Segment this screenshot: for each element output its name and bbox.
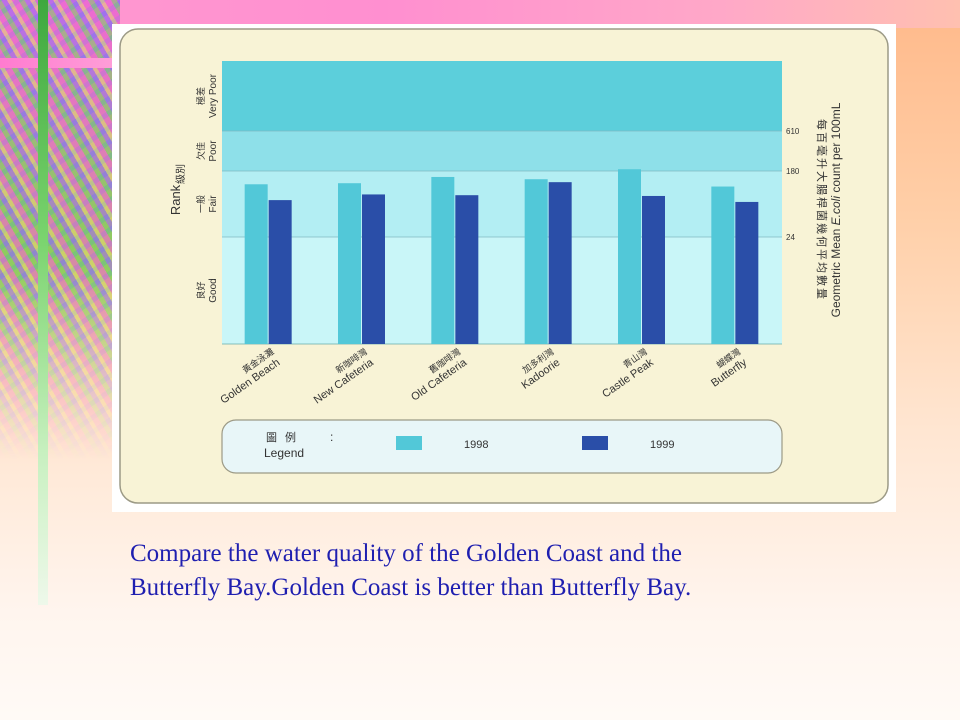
- bar-1998-1: [244, 184, 268, 344]
- bar-1998-6: [711, 186, 735, 344]
- right-axis-title-en: Geometric Mean E.coli count per 100mL: [829, 102, 843, 317]
- rank-band-4: [222, 237, 782, 344]
- right-tick-1: 610: [786, 127, 800, 136]
- bar-1998-4: [524, 179, 548, 344]
- right-tick-3: 24: [786, 233, 795, 242]
- legend-label-en: Legend: [264, 446, 304, 460]
- bar-1998-3: [431, 176, 455, 344]
- right-tick-2: 180: [786, 167, 800, 176]
- legend-swatch-1999: [582, 436, 608, 450]
- left-axis: 極差 Very Poor 欠佳 Poor 一般 Fair 良好 Good 級別 Rank: [168, 73, 219, 302]
- bar-1999-5: [642, 195, 665, 344]
- rank-band-labels: 極差 Very Poor 欠佳 Poor 一般 Fair 良好 Good: [195, 73, 219, 302]
- horizontal-decorative-bar: [0, 58, 120, 68]
- legend-text-1999: 1999: [650, 439, 674, 451]
- legend-box: [221, 419, 783, 474]
- rank-band-2: [222, 131, 782, 171]
- rank-label-cn-1: 極差: [195, 87, 207, 105]
- rank-band-3: [222, 171, 782, 237]
- rank-band-1: [222, 61, 782, 131]
- legend: 圖例 : Legend 1998 1999: [221, 419, 783, 474]
- rank-bands: [222, 61, 782, 345]
- slide-caption: Compare the water quality of the Golden …: [130, 537, 930, 605]
- legend-swatch-1998: [396, 436, 422, 450]
- right-axis-title-cn: 每百毫升大腸桿菌幾何平均數量: [815, 119, 829, 301]
- rank-label-en-3: Fair: [208, 195, 219, 213]
- right-axis: 610 180 24 每百毫升大腸桿菌幾何平均數量 Geometric Mean E…: [786, 102, 843, 317]
- chart-figure: 極差 Very Poor 欠佳 Poor 一般 Fair 良好 Good 級別 Rank 61…: [112, 24, 896, 512]
- rank-label-cn-4: 良好: [195, 281, 207, 299]
- legend-text-1998: 1998: [464, 439, 488, 451]
- left-decorative-pattern: [0, 0, 120, 460]
- rank-label-cn-2: 欠佳: [195, 142, 207, 160]
- bar-1998-2: [338, 183, 361, 344]
- rank-label-cn-3: 一般: [195, 195, 207, 213]
- caption-line-1: Compare the water quality of the Golden …: [130, 540, 682, 567]
- vertical-decorative-bar: [38, 0, 48, 605]
- legend-colon: :: [330, 430, 333, 444]
- left-axis-title-en: Rank: [168, 184, 183, 215]
- bar-1999-3: [455, 195, 479, 344]
- top-decorative-band: [0, 0, 960, 28]
- right-axis-title-en-em: E.coli: [829, 196, 843, 226]
- right-axis-title-en-pre: Geometric Mean: [829, 225, 843, 317]
- left-axis-title-cn: 級別: [174, 164, 187, 184]
- caption-line-2: Butterfly Bay.Golden Coast is better tha…: [130, 574, 692, 601]
- rank-label-en-4: Good: [208, 278, 219, 302]
- rank-label-en-2: Poor: [208, 140, 219, 162]
- right-axis-title-en-post: count per 100mL: [829, 102, 843, 196]
- bar-1999-1: [268, 200, 292, 344]
- bar-chart: 極差 Very Poor 欠佳 Poor 一般 Fair 良好 Good 級別 Rank 61…: [119, 28, 889, 504]
- rank-label-en-1: Very Poor: [208, 73, 219, 118]
- bar-1999-2: [362, 194, 385, 344]
- right-axis-ticks: 610 180 24: [786, 127, 800, 242]
- bar-series: [244, 169, 759, 344]
- bar-1998-5: [618, 169, 641, 344]
- bar-1999-4: [548, 182, 572, 344]
- bar-1999-6: [735, 201, 759, 344]
- legend-label-cn: 圖例: [266, 430, 304, 444]
